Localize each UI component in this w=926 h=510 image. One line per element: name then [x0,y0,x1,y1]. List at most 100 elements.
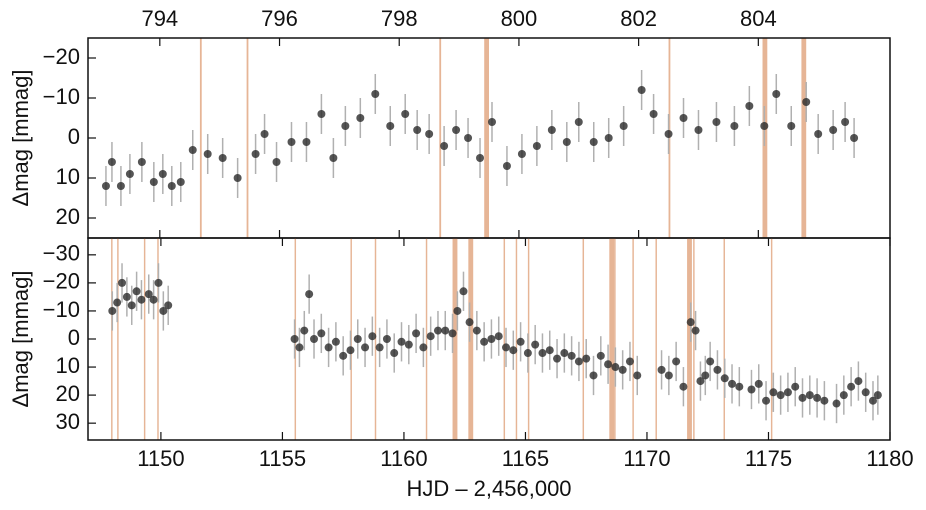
data-point [712,118,721,126]
data-point [516,337,525,346]
data-point [772,90,781,98]
data-point [604,360,613,369]
x-tick-label: 800 [501,6,538,31]
data-point [375,343,384,352]
data-point [783,388,792,397]
x-axis-label: HJD – 2,456,000 [406,476,571,501]
y-tick-label: −20 [43,269,80,294]
data-point [813,393,822,402]
data-point [547,126,556,134]
event-band [632,238,634,440]
data-point [404,340,413,349]
data-point [329,154,338,162]
event-band [655,238,657,440]
data-point [440,142,449,150]
data-point [545,346,554,355]
data-point [361,343,370,352]
data-point [476,154,485,162]
y-tick-label: −10 [43,84,80,109]
event-band [425,238,428,440]
y-tick-label: 30 [56,409,80,434]
data-point [419,343,428,352]
data-point [672,357,681,366]
data-point [760,122,769,130]
event-band [668,38,671,238]
event-band [484,38,489,238]
data-point [218,154,227,162]
data-point [137,295,146,304]
event-band [374,238,377,440]
data-point [132,287,141,296]
data-point [164,301,173,310]
data-point [233,174,242,182]
data-point [625,357,634,366]
x-tick-label: 1165 [502,446,549,471]
data-point [868,396,877,405]
y-tick-label: −30 [43,241,80,266]
data-point [125,170,134,178]
event-band [157,238,159,440]
data-point [107,158,116,166]
x-tick-label: 804 [740,6,777,31]
data-point [754,379,763,388]
data-point [523,349,532,358]
data-point [854,377,863,386]
data-point [346,346,355,355]
data-point [637,86,646,94]
data-point [287,138,296,146]
x-tick-label: 1175 [745,446,792,471]
event-band [770,238,773,440]
y-tick-label: −10 [43,297,80,322]
data-point [502,162,511,170]
data-point [730,122,739,130]
data-point [448,329,457,338]
y-tick-label: 10 [56,164,80,189]
event-band [515,238,518,440]
y-tick-label: −20 [43,44,80,69]
data-point [850,134,859,142]
data-point [694,126,703,134]
data-point [101,182,110,190]
data-point [664,371,673,380]
x-tick-label: 1155 [259,446,306,471]
data-point [762,396,771,405]
event-band [452,238,458,440]
data-point [582,354,591,363]
data-point [302,138,311,146]
event-band [693,238,695,440]
data-point [873,391,882,400]
data-point [686,318,695,327]
data-point [861,388,870,397]
y-tick-label: 20 [56,204,80,229]
y-tick-label: 0 [68,124,80,149]
data-point [272,158,281,166]
data-point [317,110,326,118]
data-point [562,138,571,146]
data-point [317,329,326,338]
data-point [433,326,442,335]
data-point [814,130,823,138]
data-point [459,287,468,296]
data-point [649,110,658,118]
data-point [465,318,474,327]
data-point [560,349,569,358]
data-point [769,388,778,397]
data-point [618,365,627,374]
data-point [706,357,715,366]
data-point [127,301,136,310]
y-axis-label: Δmag [mmag] [8,70,33,207]
x-tick-label: 1170 [623,446,670,471]
data-point [154,278,163,287]
event-band [582,238,585,440]
data-point [720,374,729,383]
data-point [494,332,503,341]
data-point [798,393,807,402]
data-point [604,134,613,142]
data-point [300,326,309,335]
data-point [149,295,158,304]
data-point [791,382,800,391]
data-point [331,337,340,346]
y-tick-label: 20 [56,381,80,406]
data-point [339,351,348,360]
